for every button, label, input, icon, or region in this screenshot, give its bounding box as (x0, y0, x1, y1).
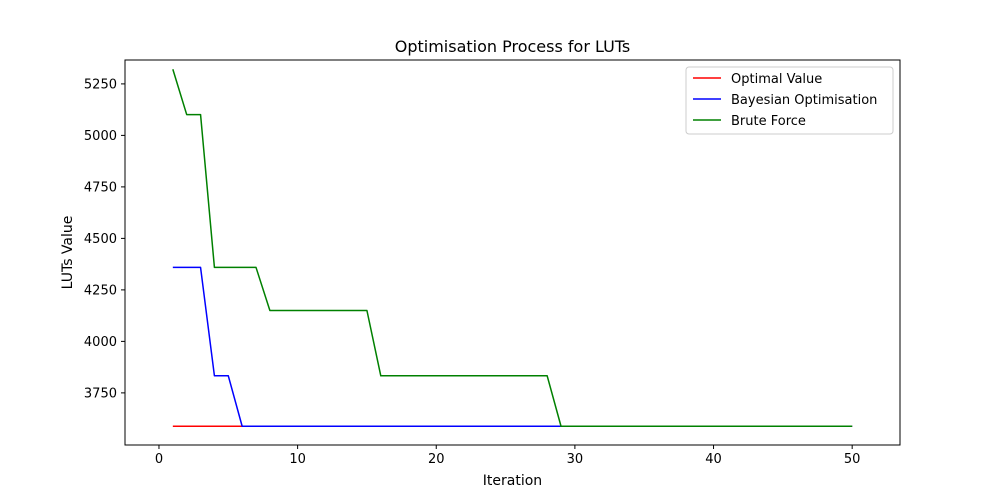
y-axis: 3750 4000 4250 4500 4750 5000 5250 (84, 77, 125, 401)
y-tick-label: 4500 (84, 232, 117, 247)
plot-frame (124, 59, 901, 446)
legend-label-brute-force: Brute Force (731, 114, 806, 129)
legend: Optimal Value Bayesian Optimisation Brute … (685, 66, 894, 135)
x-tick-label: 10 (289, 452, 306, 467)
x-tick-label: 0 (155, 452, 163, 467)
x-tick-label: 30 (567, 452, 584, 467)
y-tick-label: 4250 (84, 283, 117, 298)
y-tick-label: 4000 (84, 335, 117, 350)
legend-label-optimal-value: Optimal Value (731, 72, 822, 87)
series-line-bayesian-optimisation (172, 266, 853, 427)
y-tick-label: 5000 (84, 129, 117, 144)
y-tick-label: 4750 (84, 180, 117, 195)
legend-box (685, 66, 894, 135)
y-tick-label: 3750 (84, 386, 117, 401)
y-axis-label: LUTs Value (60, 216, 76, 290)
legend-label-bayesian-optimisation: Bayesian Optimisation (731, 93, 877, 108)
series-line-brute-force (172, 69, 853, 427)
series-lines (172, 69, 853, 427)
y-tick-label: 5250 (84, 77, 117, 92)
x-tick-label: 20 (428, 452, 445, 467)
x-axis: 0 10 20 30 40 50 (155, 445, 861, 467)
chart-title: Optimisation Process for LUTs (395, 37, 631, 56)
x-tick-label: 40 (705, 452, 722, 467)
x-axis-label: Iteration (483, 473, 542, 489)
x-tick-label: 50 (844, 452, 861, 467)
